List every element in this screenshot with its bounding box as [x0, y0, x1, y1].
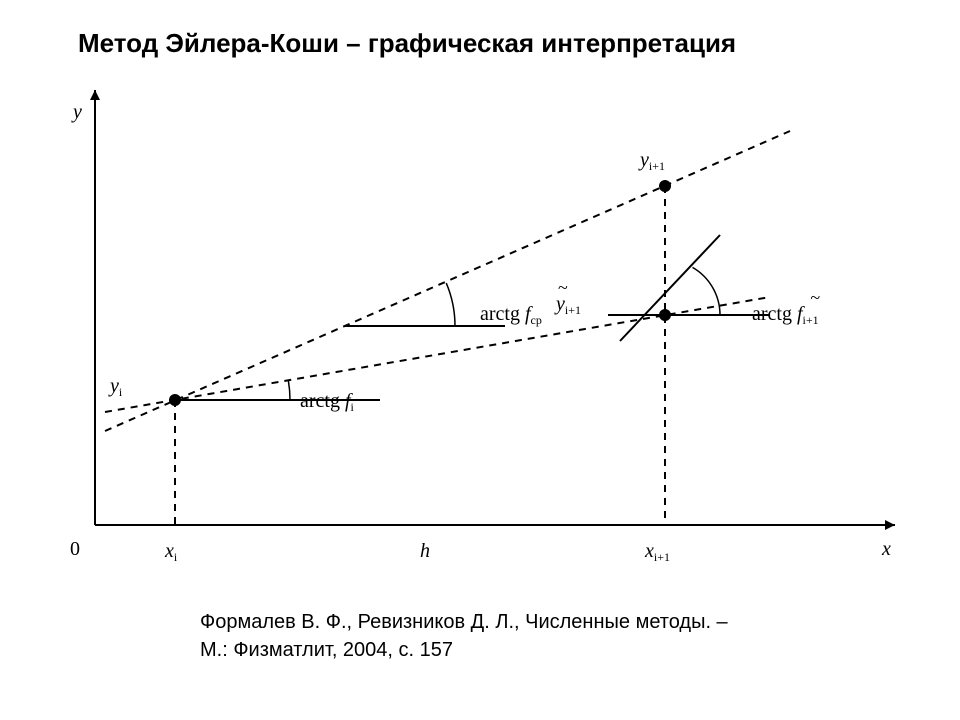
label-xi: xi: [164, 540, 178, 564]
svg-text:~: ~: [810, 288, 820, 308]
slide: Метод Эйлера-Коши – графическая интерпре…: [0, 0, 960, 720]
label-h: h: [420, 540, 430, 562]
label-arctg-fi: arctg fi: [300, 390, 355, 414]
label-xi1: xi+1: [644, 540, 670, 564]
label-arctg-fi1: arctg fi+1: [752, 303, 819, 327]
label-yi1: yi+1: [638, 149, 665, 173]
citation-line-2: М.: Физматлит, 2004, с. 157: [200, 636, 728, 664]
citation: Формалев В. Ф., Ревизников Д. Л., Числен…: [200, 608, 728, 664]
label-arctg-fcp: arctg fср: [480, 303, 542, 327]
label-origin: 0: [70, 538, 80, 560]
citation-line-1: Формалев В. Ф., Ревизников Д. Л., Числен…: [200, 608, 728, 636]
label-yi: yi: [108, 375, 123, 399]
label-axis-x: x: [881, 538, 891, 560]
label-axis-y: y: [71, 101, 82, 123]
svg-text:~: ~: [558, 278, 568, 298]
